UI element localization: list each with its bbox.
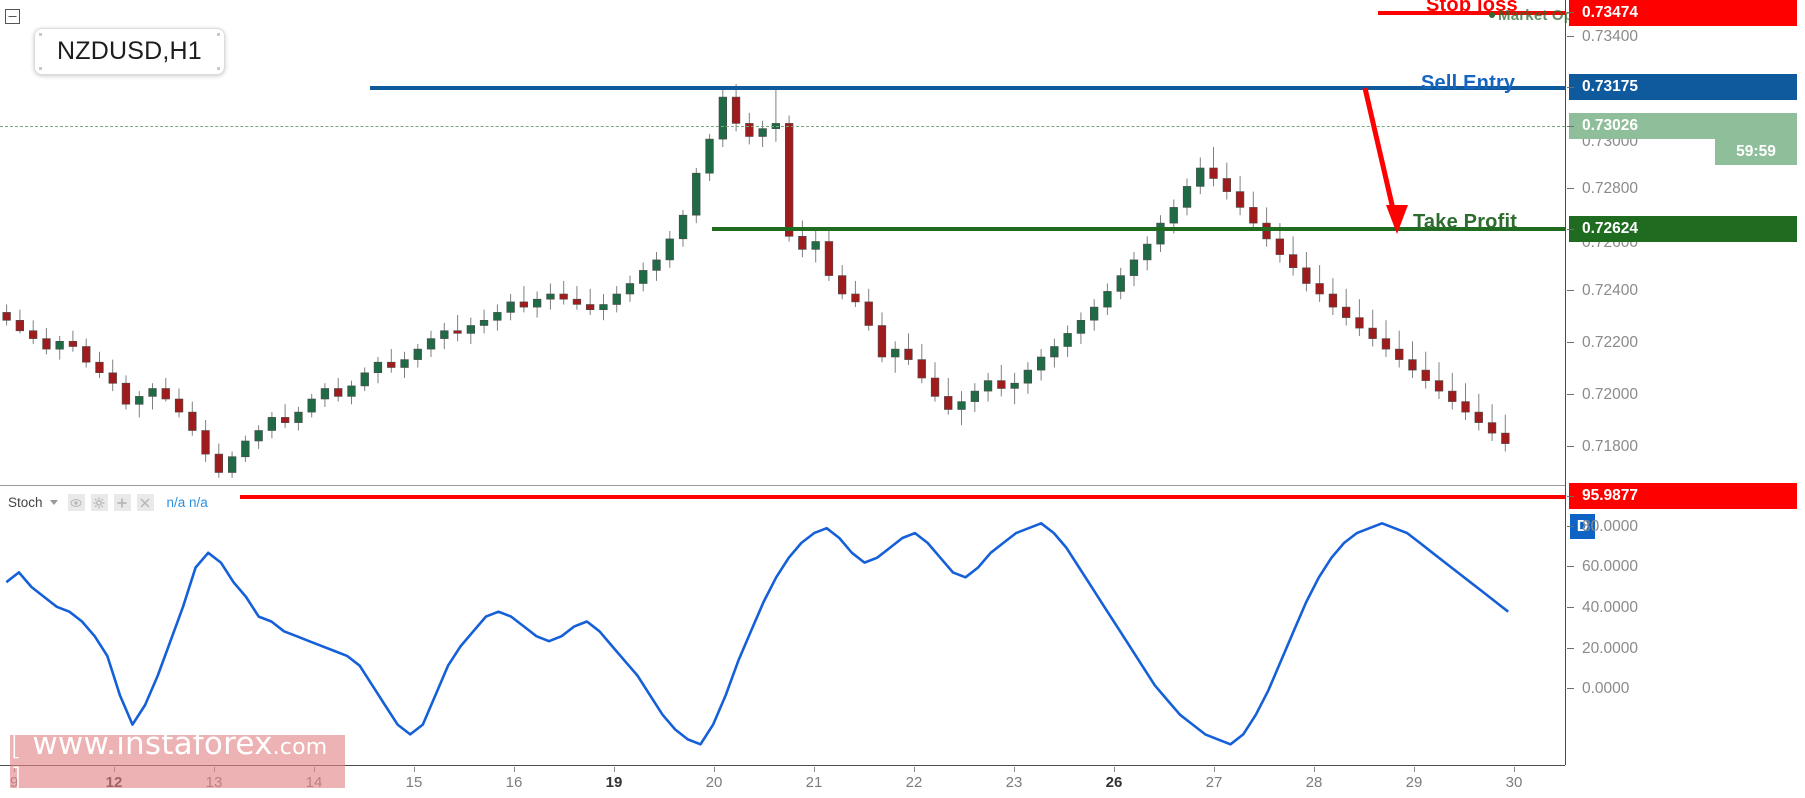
stochastic-overbought-tag: 95.9877	[1569, 483, 1797, 509]
gear-icon[interactable]	[90, 494, 108, 511]
plus-icon[interactable]	[113, 494, 131, 511]
y-tick-label: 20.0000	[1582, 640, 1639, 657]
close-icon[interactable]	[136, 494, 154, 511]
y-tick-label: 0.0000	[1582, 680, 1630, 697]
symbol-timeframe-text: NZDUSD,H1	[57, 37, 202, 65]
time-tick	[714, 767, 715, 772]
time-tick-label: 22	[905, 774, 923, 791]
instaforex-watermark: [ www.instaforex.com ]	[10, 726, 345, 798]
time-tick-label: 20	[705, 774, 723, 791]
candle-countdown-tag: 59:59	[1715, 139, 1797, 165]
price-chart-pane[interactable]	[0, 0, 1565, 483]
stochastic-header: Stoch	[8, 494, 208, 511]
time-tick	[614, 767, 615, 772]
time-tick	[1214, 767, 1215, 772]
time-tick-label: 21	[805, 774, 823, 791]
time-tick	[1414, 767, 1415, 772]
sell-entry-line[interactable]	[370, 86, 1565, 90]
last-price-tag: 0.73026	[1569, 113, 1797, 139]
time-tick	[1014, 767, 1015, 772]
time-tick-label: 27	[1205, 774, 1223, 791]
stochastic-series	[5, 522, 1509, 746]
stochastic-pane[interactable]	[0, 486, 1565, 765]
y-tick-label: 0.72200	[1582, 334, 1639, 351]
candlestick-series	[2, 84, 1510, 478]
time-tick	[1514, 767, 1515, 772]
watermark-text: www.instaforex	[32, 725, 273, 762]
time-tick-label: 23	[1005, 774, 1023, 791]
time-tick-label: 16	[505, 774, 523, 791]
time-tick	[814, 767, 815, 772]
time-tick	[914, 767, 915, 772]
last-price-line	[0, 126, 1565, 127]
sell-entry-price-tag: 0.73175	[1569, 74, 1797, 100]
y-tick-label: 40.0000	[1582, 599, 1639, 616]
y-tick-label: 0.72800	[1582, 180, 1639, 197]
time-tick	[1114, 767, 1115, 772]
price-axis-line	[1565, 0, 1566, 765]
collapse-minus-icon[interactable]	[5, 9, 20, 24]
price-scale[interactable]: 0.73474 0.73400 0.73200 0.73175 0.73000 …	[1566, 0, 1805, 765]
y-tick-label: 80.0000	[1582, 518, 1639, 535]
y-tick-label: 60.0000	[1582, 558, 1639, 575]
timeframe-period-badge[interactable]: D	[1570, 514, 1595, 539]
time-tick	[1314, 767, 1315, 772]
market-open-label: Market Open	[1498, 7, 1592, 24]
time-tick-label: 30	[1505, 774, 1523, 791]
watermark-close-bracket: ]	[10, 761, 23, 798]
watermark-open-bracket: [	[10, 725, 23, 762]
stochastic-values: n/a n/a	[166, 495, 208, 510]
stop-loss-line[interactable]	[1378, 11, 1565, 15]
time-axis-line	[0, 765, 1565, 766]
symbol-timeframe-badge[interactable]: NZDUSD,H1	[34, 28, 225, 75]
stop-loss-label: Stop loss	[1426, 0, 1518, 16]
take-profit-price-tag: 0.72624	[1569, 216, 1797, 242]
take-profit-line[interactable]	[712, 227, 1565, 231]
stochastic-overbought-line[interactable]	[240, 495, 1565, 499]
time-tick-label: 26	[1105, 774, 1123, 791]
y-tick-label: 0.72000	[1582, 386, 1639, 403]
pane-divider	[0, 485, 1565, 486]
chevron-down-icon[interactable]	[49, 500, 58, 505]
take-profit-label: Take Profit	[1413, 211, 1518, 233]
y-tick-label: 0.73400	[1582, 28, 1639, 45]
time-tick-label: 29	[1405, 774, 1423, 791]
stop-loss-price-tag: 0.73474	[1569, 0, 1797, 26]
time-tick-label: 15	[405, 774, 423, 791]
time-tick	[514, 767, 515, 772]
y-tick-label: 0.71800	[1582, 438, 1639, 455]
stochastic-name[interactable]: Stoch	[8, 495, 43, 510]
y-tick-label: 0.72400	[1582, 282, 1639, 299]
eye-icon[interactable]	[67, 494, 85, 511]
time-tick-label: 28	[1305, 774, 1323, 791]
watermark-tld: .com	[272, 734, 328, 760]
time-tick	[414, 767, 415, 772]
time-tick-label: 19	[605, 774, 623, 791]
sell-entry-label: Sell Entry	[1421, 72, 1516, 94]
market-open-dot	[1489, 12, 1495, 18]
